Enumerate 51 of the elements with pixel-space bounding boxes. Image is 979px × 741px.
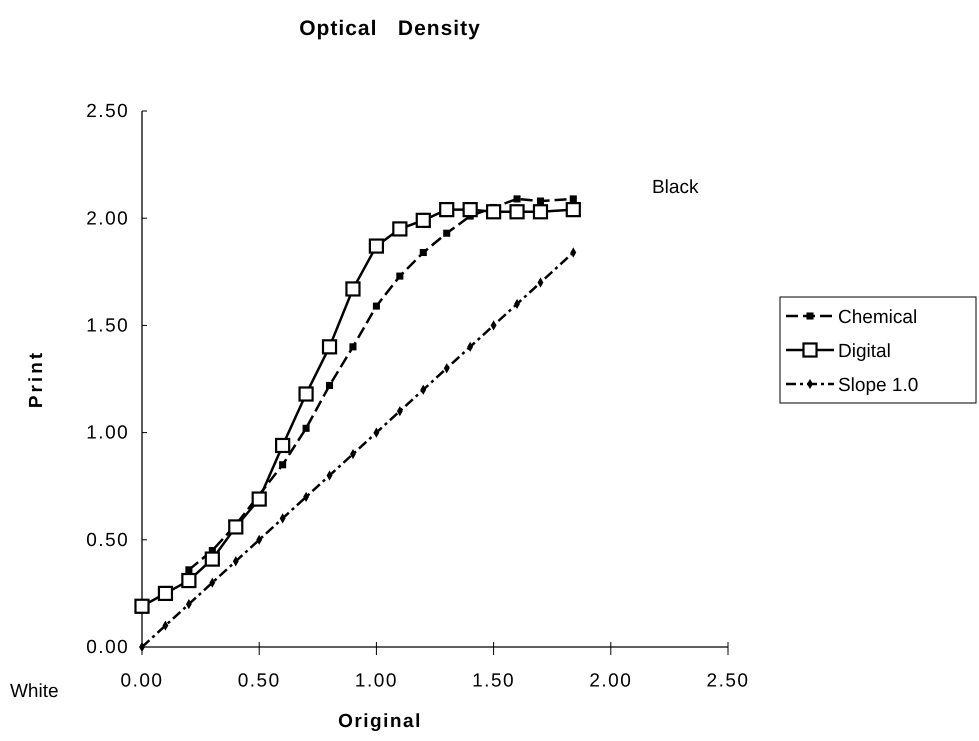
point — [349, 343, 356, 350]
legend-label: Digital — [838, 341, 891, 362]
point — [509, 204, 525, 220]
chart-title: Optical Density — [299, 17, 481, 40]
point — [322, 339, 338, 354]
point — [134, 598, 150, 614]
y-tick-label: 2.00 — [86, 208, 130, 230]
y-tick-label: 2.50 — [86, 101, 130, 122]
y-tick-label: 0.50 — [86, 530, 130, 551]
legend-label: Slope 1.0 — [838, 375, 918, 396]
point — [532, 204, 548, 220]
point — [345, 281, 361, 297]
point — [298, 386, 314, 402]
point — [185, 566, 192, 574]
point — [302, 424, 310, 432]
point — [279, 461, 286, 468]
point — [252, 491, 267, 507]
point — [275, 438, 290, 454]
point — [392, 221, 408, 237]
point — [486, 204, 502, 220]
y-axis-title: Print — [26, 350, 47, 408]
point — [204, 551, 220, 567]
point — [372, 302, 380, 310]
x-axis-title: Original — [338, 711, 422, 732]
x-tick-label: 0.00 — [120, 670, 164, 692]
x-tick-label: 0.50 — [238, 670, 281, 692]
x-tick-label: 2.00 — [589, 670, 632, 692]
point — [228, 519, 244, 535]
point — [570, 195, 577, 202]
point — [420, 248, 427, 256]
point — [416, 212, 431, 228]
point — [462, 202, 478, 218]
point — [439, 202, 454, 218]
y-tick-label: 0.00 — [86, 637, 130, 658]
point — [158, 586, 174, 602]
point — [181, 572, 196, 588]
x-tick-label: 1.00 — [354, 670, 398, 692]
legend-label: Chemical — [838, 307, 918, 328]
text: White — [10, 681, 59, 702]
y-tick-label: 1.50 — [86, 315, 130, 336]
annotation: Black — [652, 177, 699, 198]
point — [536, 198, 544, 205]
point — [326, 382, 334, 389]
point — [443, 230, 450, 237]
x-tick-label: 1.50 — [472, 670, 516, 692]
point — [396, 272, 404, 280]
point — [566, 202, 581, 218]
point — [514, 195, 521, 202]
point — [368, 238, 384, 254]
y-tick-label: 1.00 — [86, 422, 130, 444]
x-tick-label: 2.50 — [706, 670, 750, 692]
